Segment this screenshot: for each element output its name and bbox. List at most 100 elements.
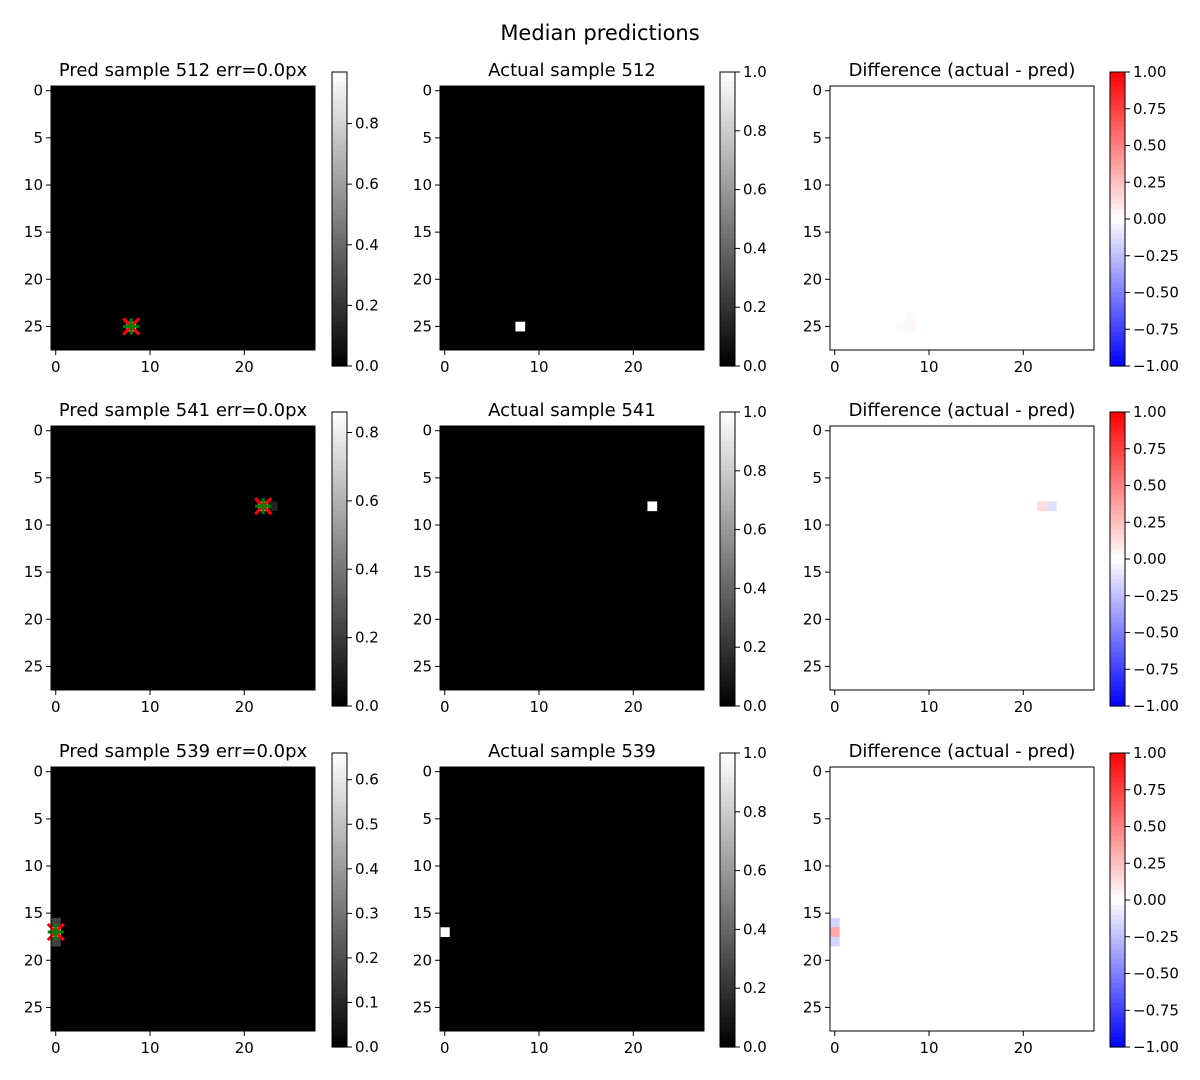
colorbar-segment [1110,194,1125,200]
colorbar-segment [1110,676,1125,683]
y-tick-label: 10 [413,176,432,194]
colorbar-segment [720,885,735,891]
colorbar-tick-label: 0.3 [355,904,379,922]
colorbar-segment [1110,870,1125,877]
colorbar-segment [332,762,347,769]
y-tick-label: 25 [413,317,432,335]
colorbar-segment [332,772,347,779]
y-tick-label: 5 [812,129,822,147]
heatmap-background [440,426,704,690]
colorbar-segment [1110,701,1125,707]
colorbar-segment [720,253,735,259]
colorbar-segment [332,549,347,555]
colorbar-segment [1110,431,1125,438]
colorbar-segment [720,524,735,531]
colorbar-segment [332,204,347,210]
colorbar-segment [1110,632,1125,638]
colorbar-segment [720,1032,735,1038]
colorbar-segment [720,603,735,609]
colorbar-segment [332,140,347,147]
colorbar-segment [1110,436,1125,442]
colorbar-segment [332,101,347,107]
colorbar-segment [1110,860,1125,867]
colorbar-segment [332,228,347,235]
colorbar-segment [332,870,347,877]
colorbar-segment [1110,939,1125,945]
colorbar-segment [332,253,347,259]
colorbar-segment [332,514,347,521]
y-tick-label: 0 [812,763,822,781]
colorbar-segment [720,797,735,803]
colorbar-segment [1110,593,1125,599]
colorbar-segment [1110,944,1125,950]
colorbar-segment [332,412,347,418]
colorbar-segment [332,461,347,467]
heatmap-background [440,767,704,1031]
colorbar-segment [332,686,347,692]
colorbar-segment [720,223,735,230]
colorbar-segment [1110,76,1125,83]
colorbar-segment [720,622,735,629]
colorbar-segment [1110,456,1125,462]
colorbar-segment [1110,588,1125,594]
colorbar-segment [1110,91,1125,98]
y-tick-label: 0 [422,763,432,781]
heatmap-background [440,86,704,350]
colorbar-segment [720,351,735,357]
colorbar-tick-label: 0.2 [743,298,767,316]
colorbar-segment [1110,514,1125,521]
colorbar-segment [720,1007,735,1014]
colorbar-segment [720,1012,735,1019]
colorbar-segment [332,519,347,526]
colorbar: 0.0 0.2 0.4 0.6 0.8 [331,71,379,375]
colorbar-segment [720,204,735,210]
colorbar-segment [720,331,735,338]
colorbar-segment [720,228,735,235]
colorbar-segment [332,792,347,798]
colorbar-segment [332,563,347,570]
subplot-grid: Pred sample 512 err=0.0px 0 10 20 0 5 10 15 20 25… [24,60,1179,1057]
colorbar-segment [332,559,347,565]
colorbar-segment [720,456,735,462]
colorbar-segment [332,944,347,950]
colorbar-segment [720,307,735,313]
y-tick-label: 5 [422,810,432,828]
x-tick-label: 20 [235,1039,254,1057]
colorbar-tick-label: 0.2 [743,979,767,997]
y-tick-label: 20 [24,610,43,628]
colorbar-segment [1110,652,1125,658]
y-tick-label: 15 [24,904,43,922]
colorbar-segment [1110,904,1125,911]
colorbar-segment [332,426,347,433]
y-tick-label: 20 [24,951,43,969]
colorbar-segment [720,500,735,506]
marker-plus [123,318,140,335]
colorbar-segment [332,416,347,423]
colorbar-segment [1110,125,1125,132]
colorbar-segment [1110,880,1125,886]
colorbar-segment [332,248,347,254]
colorbar-tick-label: 0.6 [743,862,767,880]
colorbar-segment [1110,529,1125,536]
colorbar-tick-label: 0.0 [355,357,379,375]
colorbar-segment [1110,998,1125,1004]
colorbar-segment [720,681,735,687]
colorbar-segment [1110,1007,1125,1014]
x-tick-label: 10 [919,1039,938,1057]
x-tick-label: 20 [624,698,643,716]
colorbar-segment [332,312,347,318]
colorbar-segment [332,904,347,911]
colorbar-segment [332,603,347,609]
colorbar-segment [720,446,735,452]
colorbar-segment [720,563,735,570]
colorbar-segment [332,598,347,604]
heatmap-cell [117,321,127,332]
colorbar-segment [332,361,347,367]
colorbar-segment [720,870,735,877]
colorbar-tick-label: −0.25 [1133,928,1179,946]
colorbar-segment [1110,446,1125,452]
colorbar-segment [332,826,347,832]
x-tick-label: 0 [440,358,450,376]
x-tick-label: 10 [140,1039,159,1057]
